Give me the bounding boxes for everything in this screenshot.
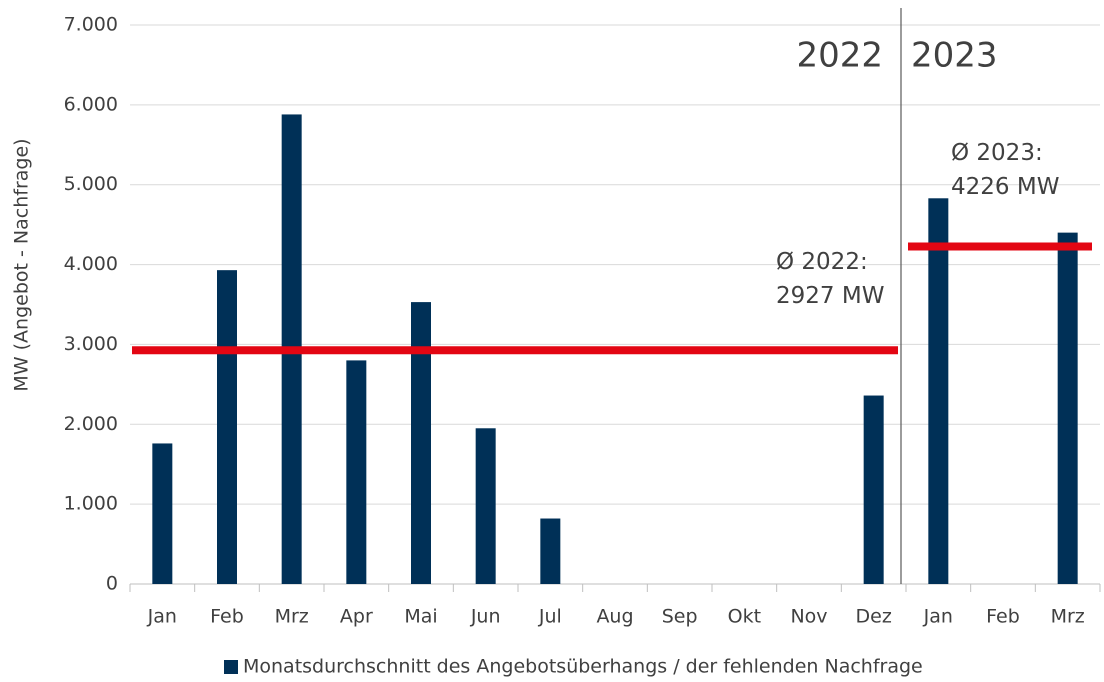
x-tick-label: Aug (596, 606, 633, 628)
y-tick-label: 4.000 (64, 253, 118, 275)
x-tick-label: Apr (340, 606, 373, 628)
y-tick-label: 2.000 (64, 413, 118, 435)
period-label: 2022 (796, 36, 883, 76)
legend-label: Monatsdurchschnitt des Angebotsüberhangs… (243, 656, 923, 678)
y-axis-label: MW (Angebot - Nachfrage) (11, 138, 33, 391)
bar (346, 360, 367, 584)
x-tick-label: Dez (856, 606, 892, 628)
bar (152, 443, 173, 584)
bar (475, 428, 496, 584)
x-tick-label: Sep (662, 606, 698, 628)
bar (217, 270, 237, 584)
x-tick-label: Mrz (1051, 606, 1085, 628)
average-label: Ø 2023: (951, 140, 1043, 166)
x-tick-label: Jan (147, 606, 177, 628)
average-label: Ø 2022: (776, 249, 868, 275)
bar (540, 518, 561, 584)
x-tick-label: Jun (470, 606, 501, 628)
legend-swatch (224, 660, 238, 674)
x-tick-label: Mai (404, 606, 437, 628)
x-tick-label: Mrz (275, 606, 309, 628)
y-tick-label: 5.000 (64, 173, 118, 195)
x-tick-label: Jan (923, 606, 953, 628)
y-tick-label: 6.000 (64, 93, 118, 115)
y-tick-label: 7.000 (64, 14, 118, 36)
bar (928, 198, 949, 585)
x-tick-label: Nov (790, 606, 827, 628)
average-label: 4226 MW (951, 174, 1059, 200)
x-tick-label: Jul (538, 606, 562, 628)
x-tick-label: Feb (986, 606, 1020, 628)
bar (863, 395, 884, 584)
average-label: 2927 MW (776, 283, 884, 309)
bar (411, 302, 431, 584)
y-tick-label: 3.000 (64, 333, 118, 355)
y-tick-label: 1.000 (64, 493, 118, 515)
bar (1057, 232, 1078, 584)
period-label: 2023 (911, 36, 998, 76)
x-tick-label: Okt (728, 606, 761, 628)
x-tick-label: Feb (210, 606, 244, 628)
y-tick-label: 0 (106, 573, 118, 595)
